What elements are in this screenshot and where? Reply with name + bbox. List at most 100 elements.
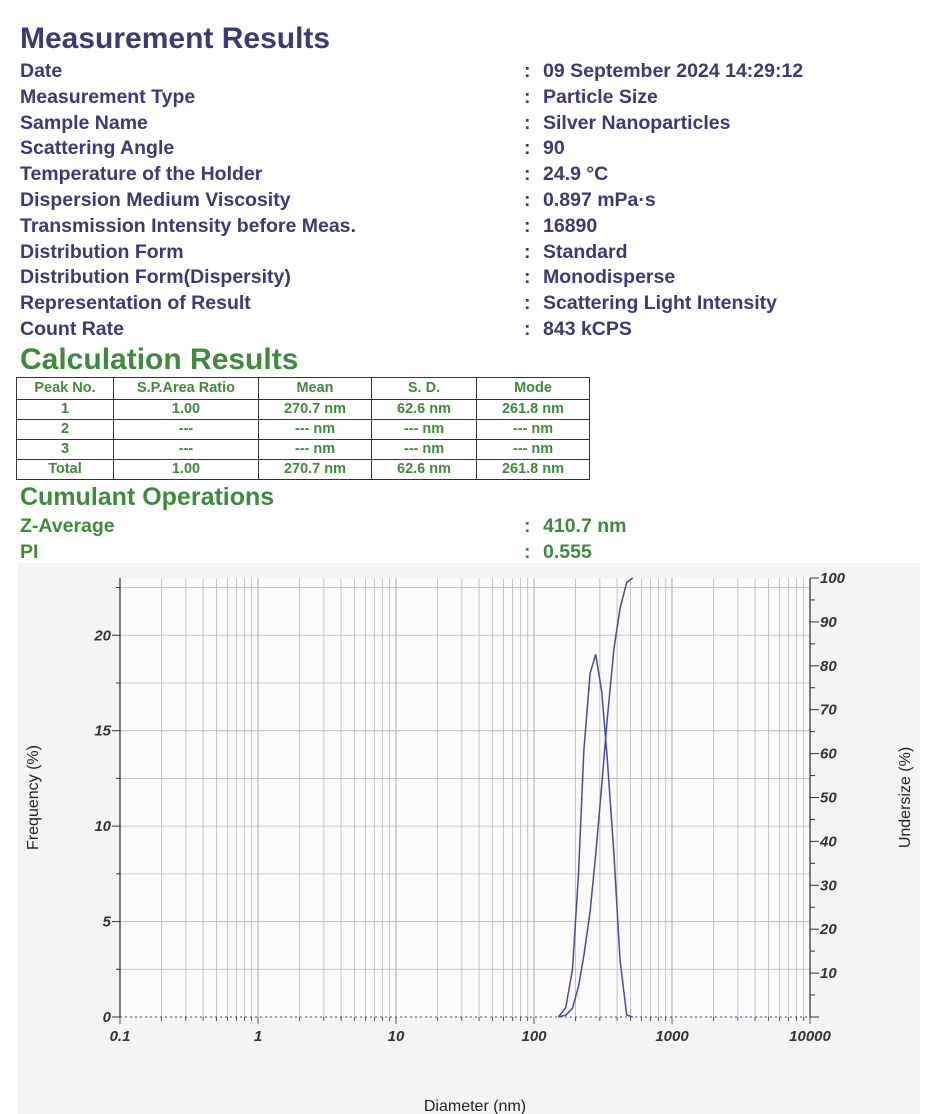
- table-cell: --- nm: [258, 439, 372, 460]
- table-cell: 261.8 nm: [476, 399, 590, 420]
- column-header: Mode: [476, 377, 590, 400]
- table-cell: 62.6 nm: [371, 399, 477, 420]
- measurement-results-title: Measurement Results: [20, 22, 331, 55]
- table-cell: --- nm: [258, 419, 372, 440]
- separator-colon: :: [524, 85, 531, 108]
- info-label: Date: [20, 60, 63, 82]
- table-header-row: Peak No. S.P.Area Ratio Mean S. D. Mode: [16, 377, 590, 400]
- info-label: Distribution Form(Dispersity): [20, 266, 291, 289]
- info-row: Date:09 September 2024 14:29:12: [20, 60, 900, 86]
- info-label: Dispersion Medium Viscosity: [20, 188, 291, 211]
- separator-colon: :: [524, 240, 531, 263]
- table-cell: 270.7 nm: [258, 459, 372, 480]
- column-header: S. D.: [371, 377, 477, 400]
- y2-axis-label: Undersize (%): [897, 747, 914, 848]
- separator-colon: :: [524, 541, 531, 563]
- separator-colon: :: [524, 111, 531, 134]
- table-cell: ---: [113, 439, 259, 460]
- info-row: Count Rate:843 kCPS: [20, 318, 900, 344]
- info-label: Scattering Angle: [20, 137, 175, 160]
- separator-colon: :: [524, 266, 531, 289]
- column-header: Mean: [258, 377, 372, 400]
- pi-row: PI : 0.555: [20, 541, 900, 565]
- table-cell: 270.7 nm: [258, 399, 372, 420]
- info-row: Representation of Result: Scattering Ligh…: [20, 292, 900, 318]
- info-label: Representation of Result: [20, 292, 251, 315]
- info-row: Transmission Intensity before Meas.:1689…: [20, 215, 900, 241]
- y-tick-label: 10: [94, 818, 111, 835]
- y2-tick-label: 90: [820, 614, 837, 631]
- table-cell: 1.00: [113, 459, 259, 480]
- info-label: Count Rate: [20, 317, 124, 340]
- table-cell: 62.6 nm: [371, 459, 477, 480]
- info-row: Sample Name: Silver Nanoparticles: [20, 112, 900, 138]
- y2-tick-label: 30: [820, 877, 837, 894]
- table-cell: 2: [16, 419, 114, 440]
- separator-colon: :: [524, 515, 531, 537]
- table-cell: 3: [16, 439, 114, 460]
- table-row: 3 --- --- nm --- nm --- nm: [16, 439, 590, 460]
- info-row: Temperature of the Holder:24.9 °C: [20, 163, 900, 189]
- info-label: Distribution Form: [20, 240, 184, 263]
- table-cell: ---: [113, 419, 259, 440]
- separator-colon: :: [524, 317, 531, 340]
- frequency-curve: [557, 654, 634, 1018]
- table-cell: 1: [16, 399, 114, 420]
- table-cell: --- nm: [371, 439, 477, 460]
- info-value: Standard: [543, 240, 628, 263]
- y-tick-label: 5: [103, 914, 112, 931]
- x-tick-label: 10: [388, 1028, 405, 1045]
- y-tick-label: 15: [94, 723, 111, 740]
- calculation-results-title: Calculation Results: [20, 343, 299, 376]
- z-average-label: Z-Average: [20, 515, 115, 537]
- separator-colon: :: [524, 137, 531, 160]
- pi-value: 0.555: [543, 541, 592, 563]
- info-row: Scattering Angle:90: [20, 137, 900, 163]
- y2-tick-label: 40: [819, 833, 837, 850]
- x-tick-label: 1: [254, 1028, 262, 1045]
- cumulant-operations-title: Cumulant Operations: [20, 483, 275, 511]
- info-label: Transmission Intensity before Meas.: [20, 214, 356, 237]
- info-value: 90: [543, 137, 565, 160]
- info-label: Temperature of the Holder: [20, 163, 263, 186]
- y2-tick-label: 20: [819, 921, 837, 938]
- x-tick-label: 1000: [655, 1028, 689, 1045]
- y2-tick-label: 50: [820, 790, 837, 807]
- info-value: 843 kCPS: [543, 317, 632, 340]
- y-axis-label: Frequency (%): [25, 745, 42, 850]
- info-value: 16890: [543, 214, 598, 237]
- table-cell: 1.00: [113, 399, 259, 420]
- separator-colon: :: [524, 214, 531, 237]
- info-value: Scattering Light Intensity: [543, 292, 778, 315]
- pi-label: PI: [20, 541, 39, 563]
- column-header: S.P.Area Ratio: [113, 377, 259, 400]
- x-axis-label: Diameter (nm): [424, 1098, 526, 1114]
- table-row: Total 1.00 270.7 nm 62.6 nm 261.8 nm: [16, 459, 590, 480]
- y2-tick-label: 10: [820, 965, 837, 982]
- y2-tick-label: 70: [820, 702, 837, 719]
- info-value: Particle Size: [543, 85, 658, 108]
- info-value: 0.897 mPa·s: [543, 188, 656, 211]
- y2-tick-label: 80: [820, 658, 837, 675]
- info-label: Measurement Type: [20, 85, 196, 108]
- separator-colon: :: [524, 292, 531, 315]
- calculation-results-table: Peak No. S.P.Area Ratio Mean S. D. Mode 1 1.0…: [16, 377, 590, 480]
- y-tick-label: 20: [93, 627, 111, 644]
- table-row: 1 1.00 270.7 nm 62.6 nm 261.8 nm: [16, 399, 590, 420]
- plot-area: [120, 578, 810, 1017]
- y2-tick-label: 60: [820, 746, 837, 763]
- separator-colon: :: [524, 60, 531, 82]
- z-average-value: 410.7 nm: [543, 515, 627, 537]
- x-tick-label: 0.1: [110, 1028, 131, 1045]
- info-value: 09 September 2024 14:29:12: [543, 60, 804, 82]
- info-value: Monodisperse: [543, 266, 676, 289]
- info-row: Distribution Form(Dispersity): Monodisper…: [20, 266, 900, 292]
- info-label: Sample Name: [20, 111, 148, 134]
- table-cell: --- nm: [476, 419, 590, 440]
- info-value: Silver Nanoparticles: [543, 111, 731, 134]
- table-cell: --- nm: [371, 419, 477, 440]
- separator-colon: :: [524, 163, 531, 186]
- x-tick-label: 100: [521, 1028, 547, 1045]
- column-header: Peak No.: [16, 377, 114, 400]
- y-tick-label: 0: [103, 1009, 112, 1026]
